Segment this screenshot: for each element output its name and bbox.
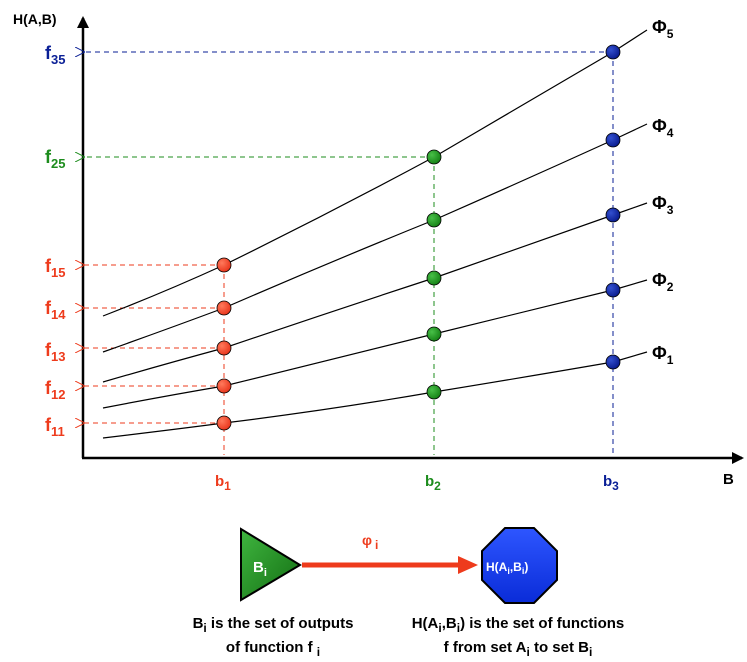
svg-text:Φ1: Φ1 (652, 343, 674, 367)
source-label: Bi (253, 559, 267, 579)
curve-phi-1 (102, 351, 648, 439)
point-f11 (216, 415, 232, 431)
x-tick-b1: b1 (215, 473, 231, 493)
points-b2 (426, 149, 442, 400)
y-tick-f11: f11 (45, 415, 65, 439)
points-b1 (216, 257, 232, 431)
curve-phi-3 (102, 202, 648, 383)
point-f15 (216, 257, 232, 273)
point-f35 (605, 44, 621, 60)
curve-phi-5 (102, 29, 648, 317)
target-octagon (481, 527, 558, 604)
y-tick-f25: f25 (45, 147, 65, 171)
y-tick-f13: f13 (45, 340, 65, 364)
mapping-arrow-head (458, 556, 478, 574)
point-f25 (426, 149, 442, 165)
svg-text:Φ4: Φ4 (652, 116, 674, 140)
y-axis-label: H(A,B) (13, 11, 57, 27)
x-tick-b3: b3 (603, 473, 619, 493)
y-tick-f35: f35 (45, 43, 65, 67)
target-description: H(Ai,Bi) is the set of functions f from … (411, 615, 625, 659)
x-tick-labels: b1 b2 b3 (215, 473, 619, 493)
points-b3 (605, 44, 621, 370)
guides-b1 (84, 265, 225, 455)
svg-text:Φ2: Φ2 (652, 270, 674, 294)
curve-phi-4 (102, 123, 648, 353)
source-description: Bi is the set of outputs of function f i (192, 615, 354, 659)
y-tick-f14: f14 (45, 298, 66, 322)
source-triangle (240, 527, 302, 602)
guides-b2 (84, 157, 435, 455)
curves (102, 29, 648, 439)
y-tick-f12: f12 (45, 378, 65, 402)
x-axis-label: B (723, 471, 734, 488)
point-f13 (216, 340, 232, 356)
point-f14 (216, 300, 232, 316)
curve-labels: Φ1 Φ2 Φ3 Φ4 Φ5 (652, 17, 674, 367)
point-f12 (216, 378, 232, 394)
x-tick-b2: b2 (425, 473, 441, 493)
y-tick-labels: f11 f12 f13 f14 f15 f25 f35 (45, 43, 66, 439)
curve-phi-2 (102, 279, 648, 409)
y-tick-f15: f15 (45, 256, 65, 280)
guides-b3 (84, 52, 614, 455)
target-label: H(Ai,Bi) (486, 560, 528, 576)
svg-text:Φ5: Φ5 (652, 17, 674, 41)
svg-text:Φ3: Φ3 (652, 193, 674, 217)
